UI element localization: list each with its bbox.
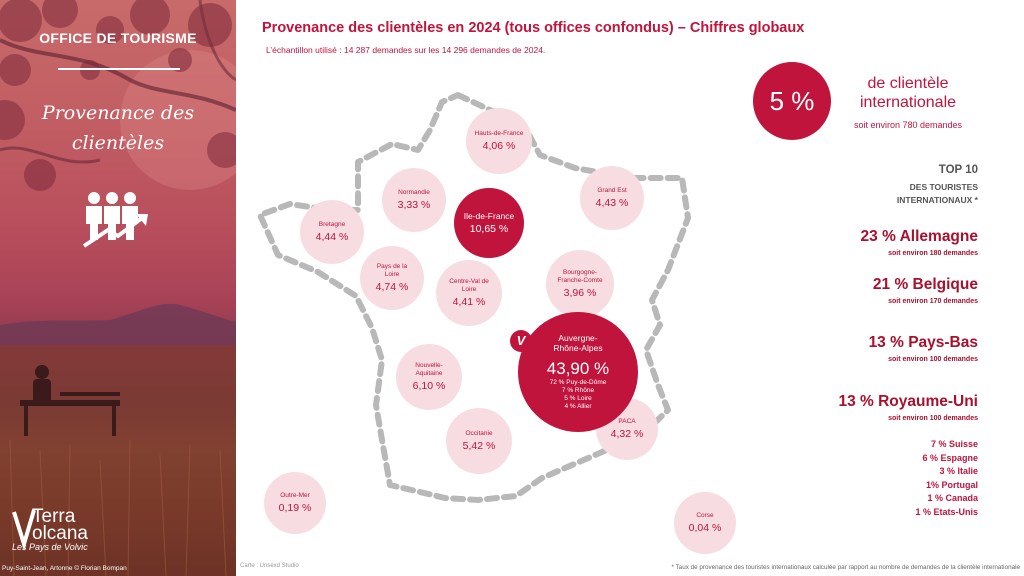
international-label-line: internationale — [859, 94, 957, 111]
top10-subtitle: DES TOURISTES INTERNATIONAUX * — [840, 181, 978, 207]
minor-country: 7 % Suisse — [930, 439, 978, 449]
region-occitanie[interactable]: Occitanie 5,42 % — [446, 408, 512, 474]
region-name: Pays de la Loire — [376, 262, 408, 278]
region-name: PACA — [618, 417, 636, 425]
france-outline — [257, 92, 691, 503]
region-name: Grand Est — [597, 186, 627, 194]
left-panel: OFFICE DE TOURISME Provenance des client… — [0, 0, 236, 576]
region-name: Bourgogne-Franche-Comte — [557, 268, 603, 284]
terra-volcana-logo — [12, 509, 36, 551]
region-value: 4,32 % — [610, 427, 644, 440]
region-hauts-de-france[interactable]: Hauts-de-France 4,06 % — [466, 108, 532, 174]
region-bourgogne-franche-comte[interactable]: Bourgogne-Franche-Comte 3,96 % — [546, 250, 614, 318]
department-share: 72 % Puy-de-Dôme — [549, 379, 607, 386]
country-sub: soit environ 100 demandes — [888, 356, 978, 363]
region-outre-mer[interactable]: Outre-Mer 0,19 % — [264, 472, 326, 534]
top10-title: TOP 10 — [938, 164, 978, 176]
top10-subtitle-line: DES TOURISTES — [909, 182, 978, 192]
minor-country: 1 % Etats-Unis — [915, 506, 978, 517]
region-value: 0,19 % — [278, 501, 312, 514]
region-corse[interactable]: Corse 0,04 % — [674, 492, 736, 554]
region-name: Centre-Val de Loire — [449, 277, 489, 293]
minor-country: 1 % Canada — [927, 493, 978, 503]
brand-name: Terra olcana — [32, 506, 88, 544]
region-value: 43,90 % — [546, 359, 610, 378]
country-sub: soit environ 180 demandes — [888, 250, 978, 257]
region-name: Corse — [696, 511, 714, 519]
brand-name-line: Terra — [32, 506, 76, 527]
brand-name-line: olcana — [32, 523, 88, 544]
region-value: 4,44 % — [315, 230, 349, 243]
tree-landscape-illustration — [0, 0, 236, 576]
country-netherlands: 13 % Pays-Bas — [868, 334, 978, 351]
region-centre-val-de-loire[interactable]: Centre-Val de Loire 4,41 % — [436, 260, 502, 326]
france-map: Hauts-de-France 4,06 % Normandie 3,33 % … — [240, 60, 736, 560]
top10-subtitle-line: INTERNATIONAUX * — [896, 195, 978, 205]
page-title: Provenance des clientèles en 2024 (tous … — [262, 20, 805, 36]
region-pays-de-la-loire[interactable]: Pays de la Loire 4,74 % — [360, 246, 424, 310]
region-value: 4,74 % — [375, 280, 409, 293]
region-value: 4,06 % — [482, 139, 516, 152]
region-nouvelle-aquitaine[interactable]: Nouvelle-Aquitaine 6,10 % — [396, 344, 462, 410]
section-title-line: Provenance des — [41, 102, 195, 124]
title-divider — [58, 68, 180, 70]
international-percent-badge: 5 % — [753, 62, 831, 140]
region-value: 6,10 % — [412, 379, 446, 392]
region-ile-de-france[interactable]: Ile-de-France 10,65 % — [454, 188, 524, 258]
department-share: 5 % Loire — [564, 395, 592, 402]
minor-country: 6 % Espagne — [922, 452, 978, 463]
page-subtitle: L’échantillon utilisé : 14 287 demandes … — [266, 45, 546, 55]
region-name: Occitanie — [465, 429, 493, 437]
region-name: Bretagne — [318, 220, 346, 228]
region-name: Hauts-de-France — [474, 129, 524, 137]
region-bretagne[interactable]: Bretagne 4,44 % — [300, 200, 364, 264]
region-value: 4,43 % — [595, 196, 629, 209]
department-share: 4 % Allier — [564, 403, 592, 410]
department-share: 7 % Rhône — [561, 387, 595, 394]
region-value: 5,42 % — [462, 439, 496, 452]
region-name: Rhône-Alpes — [553, 343, 603, 353]
map-credit: Carte : Unsexd Studio — [240, 563, 299, 569]
office-title: OFFICE DE TOURISME — [39, 30, 197, 46]
section-title: Provenance des clientèles — [10, 98, 226, 158]
people-growth-icon — [82, 192, 148, 248]
minor-countries-list: 7 % Suisse 6 % Espagne 3 % Italie 1% Por… — [860, 438, 978, 519]
region-value: 3,33 % — [397, 198, 431, 211]
minor-country: 3 % Italie — [939, 466, 978, 476]
region-value: 4,41 % — [452, 295, 486, 308]
region-name: Nouvelle-Aquitaine — [415, 361, 443, 377]
brand-subtitle: Les Pays de Volvic — [12, 542, 88, 552]
region-name: Normandie — [398, 188, 430, 196]
country-united-kingdom: 13 % Royaume-Uni — [838, 393, 978, 410]
region-value: 3,96 % — [563, 286, 597, 299]
footnote: * Taux de provenance des touristes inter… — [671, 564, 1020, 571]
international-sub: soit environ 780 demandes — [853, 120, 963, 130]
region-name: Auvergne- — [558, 333, 598, 343]
region-name: Outre-Mer — [280, 491, 310, 499]
country-belgium: 21 % Belgique — [872, 276, 978, 293]
region-normandie[interactable]: Normandie 3,33 % — [382, 168, 446, 232]
region-auvergne-rhone-alpes[interactable]: Auvergne- Rhône-Alpes 43,90 % 72 % Puy-d… — [518, 312, 638, 432]
photo-credit: Puy-Saint-Jean, Artonne © Florian Bompan — [2, 565, 127, 572]
country-sub: soit environ 170 demandes — [888, 298, 978, 305]
international-label: de clientèle internationale — [838, 74, 978, 112]
region-value: 0,04 % — [688, 521, 722, 534]
region-name: Ile-de-France — [463, 210, 515, 221]
section-title-line: clientèles — [71, 132, 165, 154]
minor-country: 1% Portugal — [925, 479, 978, 490]
region-grand-est[interactable]: Grand Est 4,43 % — [580, 166, 644, 230]
country-germany: 23 % Allemagne — [860, 228, 978, 245]
volvic-badge-icon: V — [510, 330, 532, 352]
international-label-line: de clientèle — [867, 75, 949, 92]
region-value: 10,65 % — [469, 222, 509, 235]
country-sub: soit environ 100 demandes — [888, 415, 978, 422]
